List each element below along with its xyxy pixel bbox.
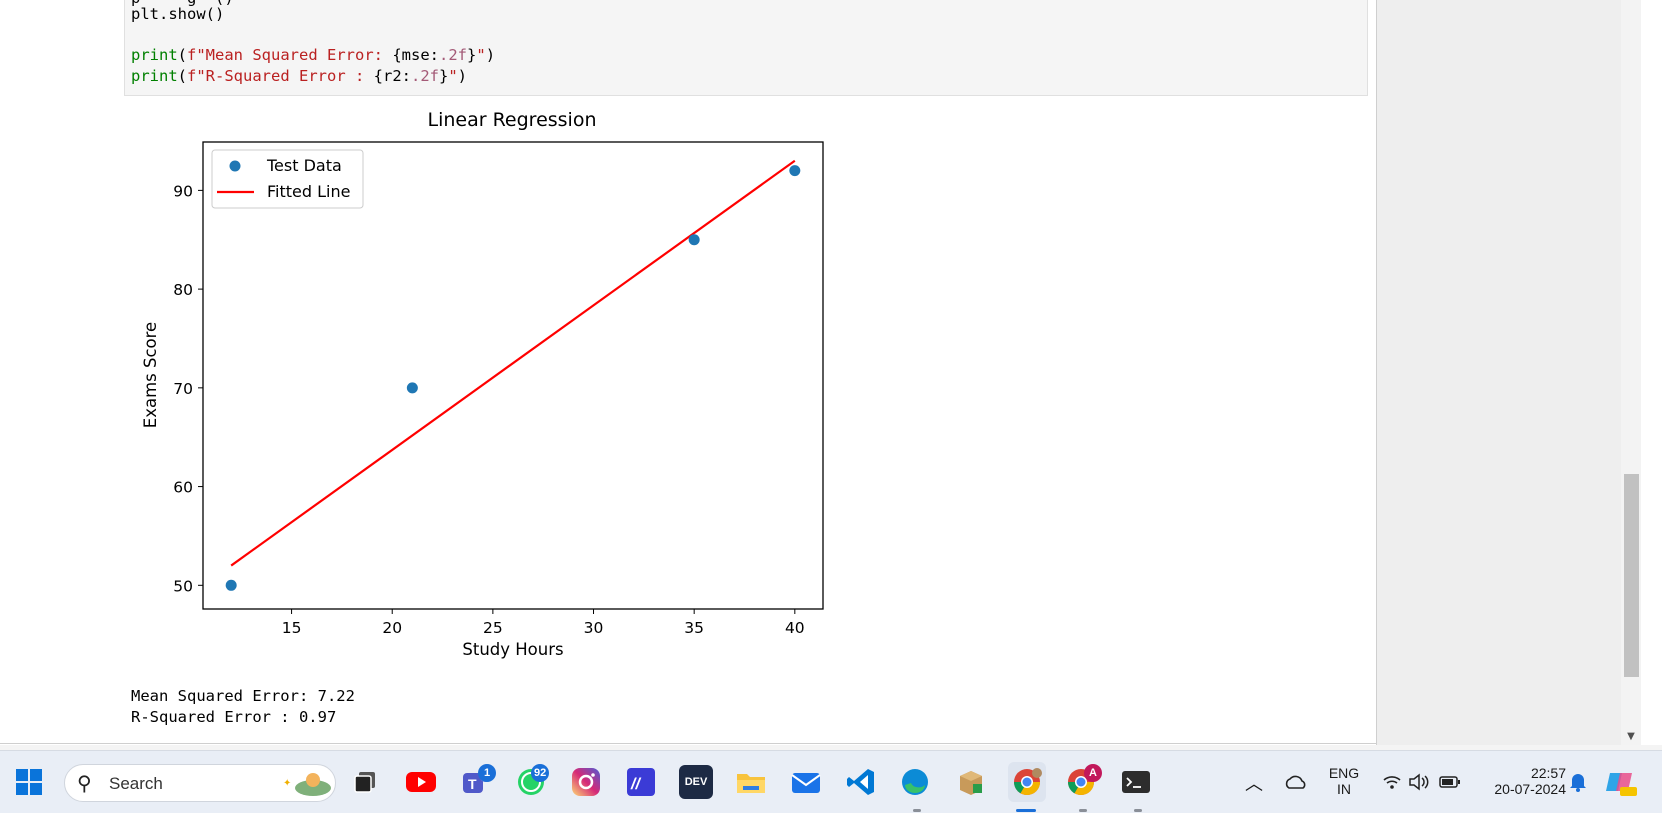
x-tick-label: 40 xyxy=(785,619,805,637)
x-tick-label: 20 xyxy=(382,619,402,637)
task-view-button[interactable] xyxy=(348,765,382,799)
output-r2: R-Squared Error : 0.97 xyxy=(131,708,337,726)
devtoys-button[interactable]: DEV xyxy=(679,765,713,799)
start-button[interactable] xyxy=(12,765,46,799)
task-view-icon xyxy=(354,772,375,793)
code-line-partial: p g () xyxy=(131,0,234,7)
test-data-point xyxy=(688,234,700,246)
legend: Test Data Fitted Line xyxy=(211,149,364,209)
y-tick-label: 90 xyxy=(173,182,193,200)
mail-button[interactable] xyxy=(789,765,823,799)
chrome-button-active[interactable] xyxy=(1008,762,1046,802)
devtoys-icon: DEV xyxy=(684,776,708,788)
test-data-point xyxy=(406,382,418,394)
svg-text:T: T xyxy=(468,776,477,792)
plot-frame xyxy=(202,141,824,610)
svg-text:✦: ✦ xyxy=(283,778,291,789)
legend-label-fitted-line: Fitted Line xyxy=(267,182,350,201)
language-indicator[interactable]: ENG IN xyxy=(1322,765,1366,797)
x-axis-label: Study Hours xyxy=(462,640,563,659)
language-region: IN xyxy=(1337,781,1351,797)
x-tick-label: 15 xyxy=(282,619,302,637)
x-tick-label: 35 xyxy=(684,619,704,637)
chart-title: Linear Regression xyxy=(427,109,596,131)
edge-running-indicator xyxy=(913,809,921,812)
terminal-running-indicator xyxy=(1134,809,1142,812)
fitted-line xyxy=(230,159,796,567)
terminal-button[interactable] xyxy=(1119,765,1153,799)
chrome-active-indicator xyxy=(1016,809,1036,812)
onedrive-icon[interactable] xyxy=(1283,773,1309,791)
clock[interactable]: 22:57 20-07-2024 xyxy=(1472,765,1566,797)
right-gutter xyxy=(1641,0,1662,745)
search-label: Search xyxy=(109,774,163,793)
clock-time: 22:57 xyxy=(1530,765,1566,781)
taskbar: ⚲ Search ✦ T 1 92 xyxy=(0,750,1662,813)
whatsapp-badge: 92 xyxy=(531,764,550,782)
m-app-button[interactable]: // xyxy=(624,765,658,799)
edge-icon xyxy=(902,769,928,795)
cell-divider xyxy=(0,743,1376,744)
youtube-button[interactable] xyxy=(404,765,438,799)
instagram-icon xyxy=(572,768,600,796)
scrollbar-thumb[interactable] xyxy=(1624,474,1639,677)
package-icon xyxy=(960,771,982,795)
clock-date: 20-07-2024 xyxy=(1494,781,1566,797)
chrome-icon xyxy=(1013,768,1042,796)
y-tick-label: 60 xyxy=(173,479,193,497)
code-cell[interactable]: p g () plt.show() print(f"Mean Squared E… xyxy=(124,0,1368,96)
package-button[interactable] xyxy=(954,765,988,799)
battery-icon[interactable] xyxy=(1439,775,1461,789)
side-panel xyxy=(1377,0,1621,745)
legend-marker-test-data xyxy=(229,160,241,172)
instagram-button[interactable] xyxy=(569,765,603,799)
legend-box xyxy=(211,149,364,209)
chrome-profile-badge: A xyxy=(1084,764,1102,782)
chevron-up-icon[interactable]: ︿ xyxy=(1245,774,1263,794)
youtube-icon xyxy=(406,772,436,792)
y-tick-label: 80 xyxy=(173,281,193,299)
vscode-button[interactable] xyxy=(844,765,878,799)
mail-icon xyxy=(791,773,821,793)
m-app-icon: // xyxy=(627,768,655,796)
svg-text://: // xyxy=(630,776,641,793)
vscode-icon xyxy=(847,769,874,795)
teams-badge: 1 xyxy=(478,764,496,782)
edge-button[interactable] xyxy=(898,765,932,799)
test-data-point xyxy=(789,165,801,177)
file-explorer-button[interactable] xyxy=(734,765,768,799)
y-tick-label: 70 xyxy=(173,380,193,398)
code-line-3: print(f"R-Squared Error : {r2:.2f}") xyxy=(131,67,468,85)
linear-regression-chart: Linear Regression 15 20 25 30 35 40 50 60 70 80 9… xyxy=(141,109,824,659)
taskbar-search-box[interactable]: ⚲ Search ✦ xyxy=(64,764,336,802)
folder-icon xyxy=(737,774,765,793)
output-mse: Mean Squared Error: 7.22 xyxy=(131,687,355,705)
search-highlight-icon: ✦ xyxy=(283,773,331,796)
notebook-area: p g () plt.show() print(f"Mean Squared E… xyxy=(0,0,1377,745)
test-data-point xyxy=(225,579,237,591)
windows-icon xyxy=(16,769,42,795)
copilot-icon[interactable] xyxy=(1604,767,1638,797)
y-axis-label: Exams Score xyxy=(141,322,160,428)
x-tick-label: 30 xyxy=(584,619,604,637)
wifi-icon[interactable] xyxy=(1382,773,1402,791)
language-code: ENG xyxy=(1328,765,1360,781)
taskbar-gap xyxy=(0,745,1662,750)
search-icon: ⚲ xyxy=(77,771,92,795)
code-line-1: plt.show() xyxy=(131,5,225,23)
scroll-down-arrow-icon[interactable]: ▼ xyxy=(1627,731,1635,742)
terminal-icon xyxy=(1122,771,1150,793)
y-tick-label: 50 xyxy=(173,577,193,595)
volume-icon[interactable] xyxy=(1408,773,1430,791)
code-line-2: print(f"Mean Squared Error: {mse:.2f}") xyxy=(131,46,496,64)
legend-label-test-data: Test Data xyxy=(266,156,342,175)
x-tick-label: 25 xyxy=(483,619,503,637)
notification-bell-icon[interactable] xyxy=(1568,771,1588,793)
chrome-running-indicator xyxy=(1079,809,1087,812)
